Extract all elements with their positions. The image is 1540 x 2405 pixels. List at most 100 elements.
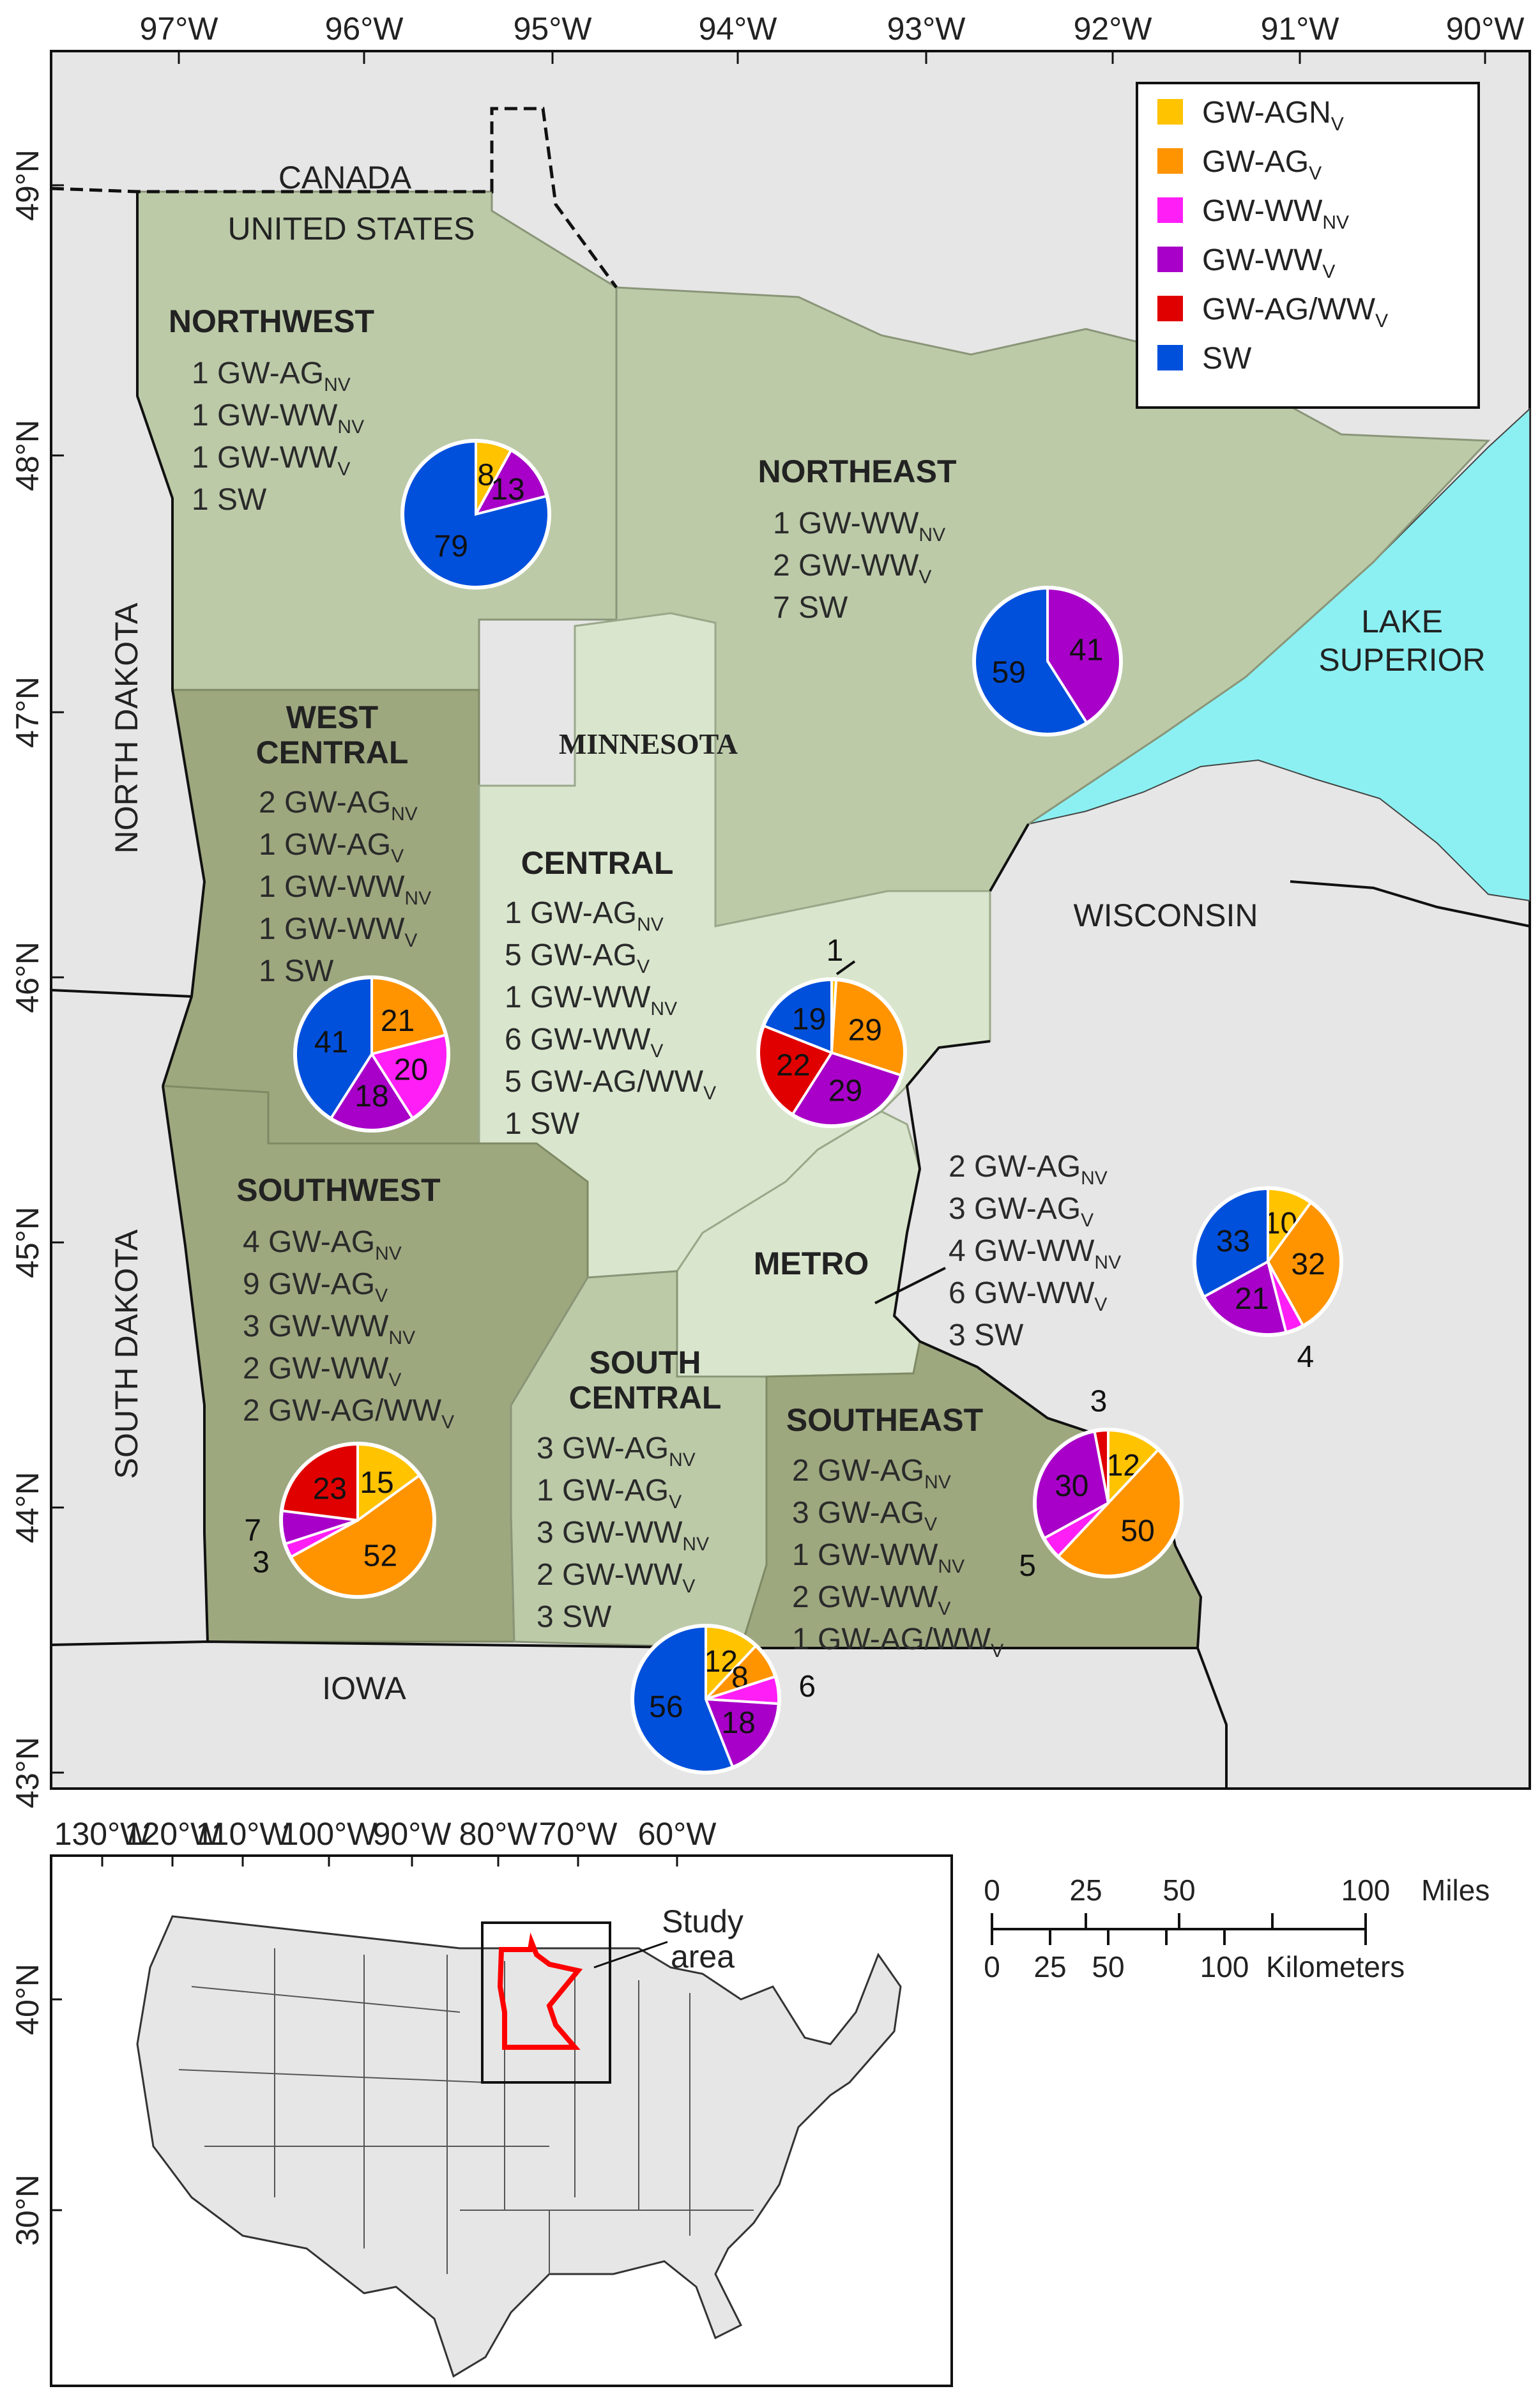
pie-label-southeast: 30 xyxy=(1055,1469,1088,1503)
label-wisconsin: WISCONSIN xyxy=(1074,897,1258,933)
main-map: 97°W 96°W 95°W 94°W 93°W 92°W 91°W 90°W 49°N 48°… xyxy=(10,11,1531,1808)
region-name-metro: METRO xyxy=(754,1246,869,1281)
top-tick-label: 92°W xyxy=(1074,11,1153,47)
scale-km-0: 0 xyxy=(984,1950,1000,1983)
pie-label-metro: 21 xyxy=(1235,1282,1269,1316)
scale-miles-50: 50 xyxy=(1163,1874,1195,1907)
region-count-southcentral: 3 SW xyxy=(537,1600,612,1634)
pie-label-metro: 4 xyxy=(1297,1340,1315,1374)
region-count-northwest: 1 GW-WWV xyxy=(192,441,350,480)
scale-km-unit: Kilometers xyxy=(1266,1950,1405,1983)
region-count-southcentral: 3 GW-WWNV xyxy=(537,1516,709,1555)
pie-label-southeast: 3 xyxy=(1090,1385,1108,1419)
scale-km-50: 50 xyxy=(1092,1950,1124,1983)
legend-label: GW-AGNV xyxy=(1202,96,1344,135)
legend-swatch xyxy=(1157,247,1183,272)
region-count-southwest: 2 GW-AG/WWV xyxy=(243,1394,454,1433)
label-canada: CANADA xyxy=(278,160,412,195)
legend-label: SW xyxy=(1202,342,1252,376)
region-count-southcentral: 3 GW-AGNV xyxy=(537,1432,696,1470)
region-count-westcentral: 1 GW-WWNV xyxy=(259,870,431,909)
region-count-northeast: 1 GW-WWNV xyxy=(773,507,945,546)
sd-mn-border xyxy=(162,1085,209,1642)
pie-northeast: 41 59 xyxy=(972,586,1123,737)
pie-outline xyxy=(756,977,907,1128)
inset-top-tick-label: 110°W xyxy=(196,1816,291,1852)
pie-label-central: 1 xyxy=(827,934,844,968)
region-count-southeast: 1 GW-WWNV xyxy=(792,1538,964,1577)
region-name-central: CENTRAL xyxy=(521,845,674,881)
legend-label: GW-AG/WWV xyxy=(1202,293,1388,332)
region-count-central: 5 GW-AGV xyxy=(505,938,650,977)
region-count-southeast: 1 GW-AG/WWV xyxy=(792,1622,1003,1661)
top-tick-label: 97°W xyxy=(140,11,219,47)
legend-swatch xyxy=(1157,197,1183,223)
region-count-northeast: 2 GW-WWV xyxy=(773,549,931,588)
region-count-southcentral: 1 GW-AGV xyxy=(537,1474,682,1513)
pie-outline xyxy=(630,1624,781,1775)
region-count-westcentral: 1 SW xyxy=(259,954,334,988)
region-count-metro: 3 GW-AGV xyxy=(949,1192,1094,1231)
region-name-westcentral: CENTRAL xyxy=(256,735,409,770)
top-tick-label: 90°W xyxy=(1446,11,1525,47)
region-count-westcentral: 1 GW-AGV xyxy=(259,828,404,867)
left-tick-label: 49°N xyxy=(10,149,45,221)
region-count-metro: 4 GW-WWNV xyxy=(949,1234,1121,1273)
legend-swatch xyxy=(1157,345,1183,370)
region-name-westcentral: WEST xyxy=(286,699,378,735)
region-name-southeast: SOUTHEAST xyxy=(786,1402,983,1438)
left-tick-label: 43°N xyxy=(10,1737,45,1808)
legend: GW-AGNV GW-AGV GW-WWNV GW-WWV GW-AG/WWV SW xyxy=(1136,82,1480,409)
legend-swatch xyxy=(1157,99,1183,125)
region-count-northeast: 7 SW xyxy=(773,591,848,625)
region-count-central: 1 GW-WWNV xyxy=(505,981,677,1019)
pie-label-metro: 33 xyxy=(1216,1225,1250,1258)
left-tick-label: 46°N xyxy=(10,942,45,1013)
region-count-southwest: 3 GW-WWNV xyxy=(243,1309,415,1348)
top-longitude-ticks: 97°W 96°W 95°W 94°W 93°W 92°W 91°W 90°W xyxy=(140,11,1525,64)
nd-mn-border xyxy=(136,192,206,1087)
region-count-metro: 2 GW-AGNV xyxy=(949,1150,1108,1189)
region-count-southeast: 2 GW-WWV xyxy=(792,1580,950,1619)
scale-miles-100: 100 xyxy=(1341,1874,1391,1907)
pie-label-southwest: 52 xyxy=(363,1539,397,1573)
label-lake: LAKE xyxy=(1361,604,1443,639)
region-count-westcentral: 1 GW-WWV xyxy=(259,912,417,951)
pie-southwest: 15 52 37 23 xyxy=(244,1442,436,1599)
left-tick-label: 45°N xyxy=(10,1207,45,1278)
pie-label-central: 29 xyxy=(828,1074,862,1108)
region-count-southeast: 3 GW-AGV xyxy=(792,1496,937,1535)
region-count-northwest: 1 SW xyxy=(192,483,267,517)
left-latitude-ticks: 49°N 48°N 47°N 46°N 45°N 44°N 43°N xyxy=(10,149,64,1808)
pie-label-northwest: 13 xyxy=(491,473,524,507)
region-count-central: 6 GW-WWV xyxy=(505,1023,663,1062)
region-name-northwest: NORTHWEST xyxy=(169,303,374,339)
pie-label-westcentral: 41 xyxy=(314,1026,348,1060)
central-leader-line xyxy=(835,960,856,975)
inset-top-tick-label: 130°W xyxy=(54,1816,151,1852)
pie-outline xyxy=(972,586,1123,737)
pie-label-southwest: 15 xyxy=(360,1466,393,1500)
region-name-southcentral: SOUTH xyxy=(590,1345,701,1380)
pie-label-westcentral: 20 xyxy=(394,1053,428,1087)
legend-box xyxy=(1136,82,1480,409)
pie-outline xyxy=(279,1442,436,1599)
region-count-metro: 3 SW xyxy=(949,1318,1024,1352)
legend-swatch xyxy=(1157,148,1183,174)
label-north-dakota: NORTH DAKOTA xyxy=(109,602,144,853)
label-south-dakota: SOUTH DAKOTA xyxy=(109,1229,144,1479)
pie-label-central: 29 xyxy=(848,1013,882,1047)
inset-study-label: Study xyxy=(662,1904,743,1939)
pie-label-northeast: 59 xyxy=(992,656,1026,690)
pie-label-westcentral: 21 xyxy=(381,1004,415,1038)
legend-label: GW-WWV xyxy=(1202,243,1335,282)
inset-left-tick-label: 30°N xyxy=(10,2174,45,2246)
region-count-northwest: 1 GW-AGNV xyxy=(192,356,351,395)
pie-label-southwest: 3 xyxy=(252,1546,270,1580)
region-count-southwest: 9 GW-AGV xyxy=(243,1267,388,1306)
